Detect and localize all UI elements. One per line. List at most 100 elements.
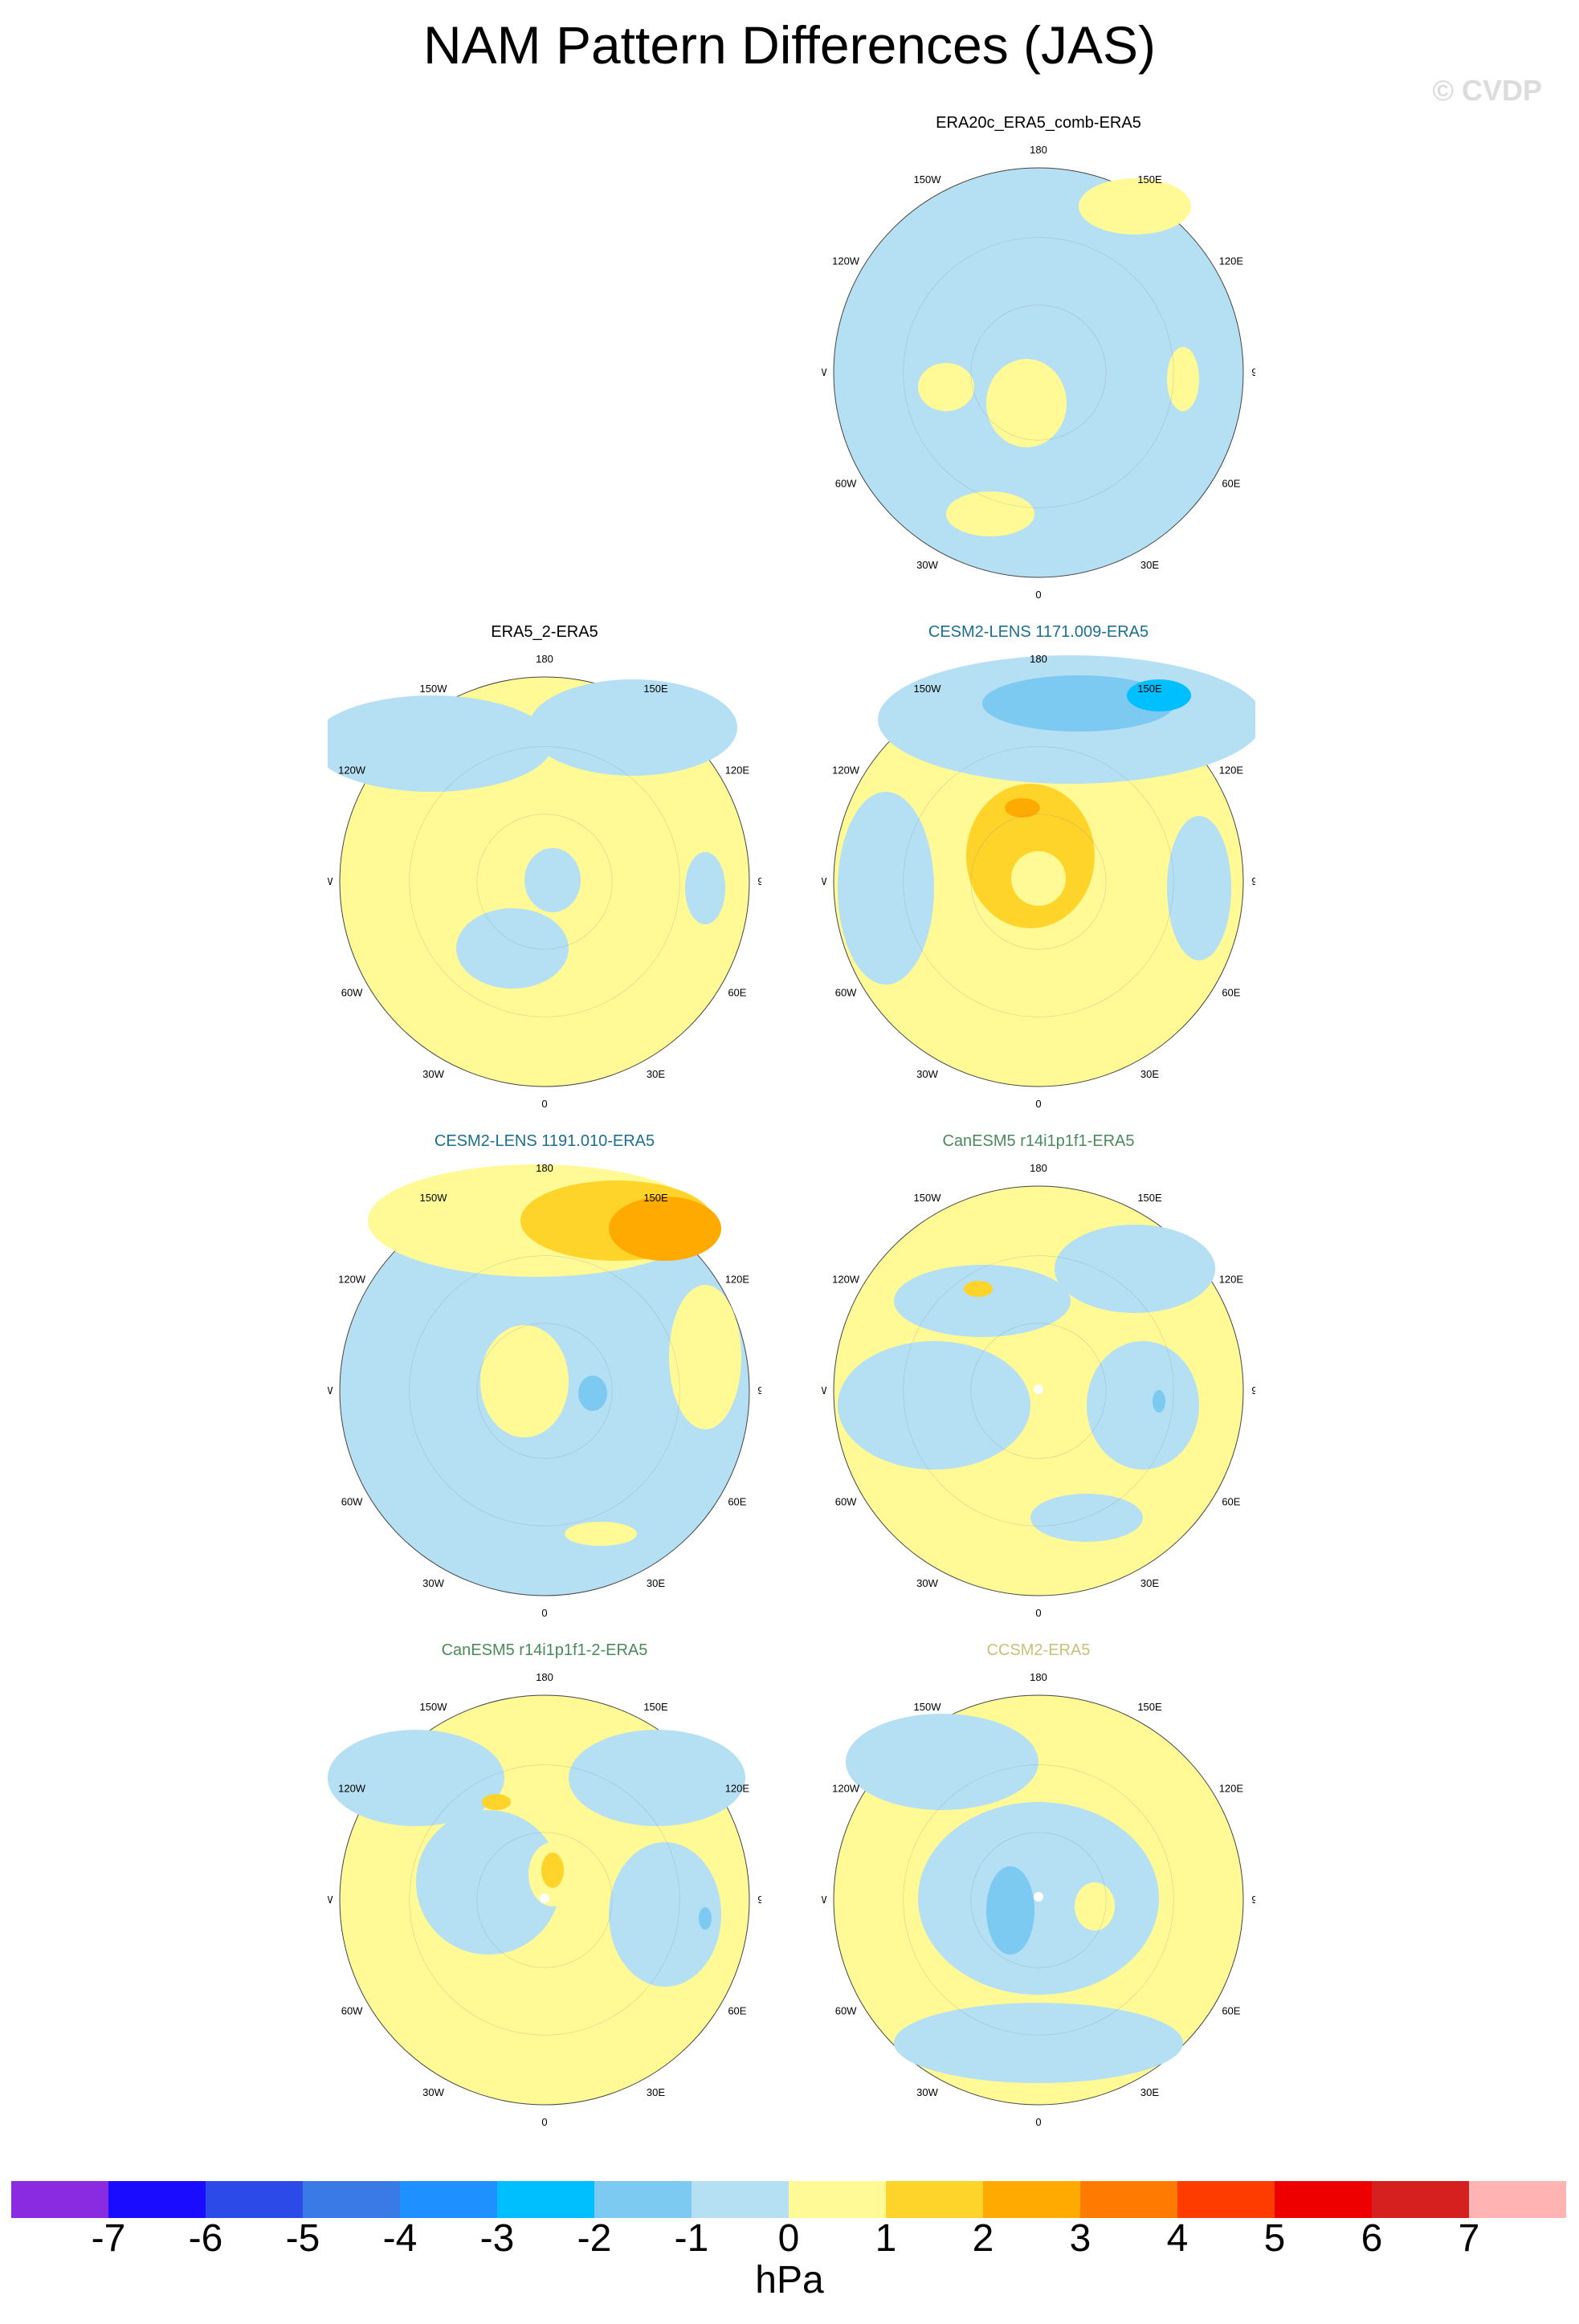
longitude-label: 60E [1222,987,1240,999]
longitude-label: 150W [914,1701,942,1713]
longitude-label: 150W [914,683,942,695]
longitude-label: 180 [536,1671,553,1683]
anomaly-areas [838,655,1255,985]
colorbar-tick-label: -2 [577,2217,612,2260]
longitude-label: 90W [328,1894,333,1906]
longitude-label: 120W [832,1274,860,1286]
anomaly-areas [368,1164,741,1546]
longitude-label: 150W [914,1192,942,1204]
longitude-label: 60W [341,987,363,999]
colorbar-tick-label: -1 [674,2217,709,2260]
polar-map: 180 150E 120E 90E 60E 30E 0 30W 60W 90W 120W 150W [328,1162,761,1619]
colorbar-box [1469,2181,1566,2218]
colorbar-box [1372,2181,1469,2218]
longitude-label: 150E [1137,173,1162,186]
longitude-label: 60E [728,2005,746,2017]
longitude-label: 90W [822,1384,827,1396]
panel-title: CCSM2-ERA5 [986,1641,1091,1659]
latitude-circle [903,746,1174,1017]
latitude-circle [903,1764,1174,2036]
latitude-circle [903,1255,1174,1527]
longitude-label: 30E [1140,1577,1159,1589]
longitude-label: 120E [1219,1783,1244,1795]
longitude-label: 0 [1035,1098,1041,1110]
latitude-circle [409,746,680,1017]
longitude-label: 150E [1137,1192,1162,1204]
panel-title: ERA20c_ERA5_comb-ERA5 [936,114,1141,132]
polar-map: 180 150E 120E 90E 60E 30E 0 30W 60W 90W 120W 150W [822,653,1255,1110]
panel-era5-2: ERA5_2-ERA5 180 150E 120E 90E 60E 30E 0 30W 60W 9… [328,623,761,1121]
colorbar-tick-label: 5 [1263,2217,1286,2260]
longitude-label: 90E [757,1384,761,1396]
panel-title: CESM2-LENS 1191.010-ERA5 [434,1132,655,1150]
negative-anomaly-areas [328,679,737,989]
colorbar-tick-label: 1 [875,2217,897,2260]
colorbar-box [594,2181,692,2218]
longitude-label: 0 [1035,589,1041,601]
longitude-label: 120E [1219,764,1244,777]
colorbar-units: hPa [755,2259,824,2302]
colorbar-tick-label: -5 [285,2217,320,2260]
panel-title: ERA5_2-ERA5 [491,623,598,641]
longitude-label: 90E [757,1894,761,1906]
positive-anomaly-areas [918,178,1199,536]
colorbar-box [11,2181,108,2218]
longitude-label: 120E [1219,255,1244,267]
panel-cesm2-1171: CESM2-LENS 1171.009-ERA5 180 150E 120E 90E 6… [822,623,1255,1121]
polar-map: 180 150E 120E 90E 60E 30E 0 30W 60W 90W 120W 150W [822,144,1255,601]
latitude-circle [970,304,1107,441]
colorbar-box [886,2181,983,2218]
colorbar-box [1275,2181,1372,2218]
latitude-circle [903,237,1174,508]
panel-title: CanESM5 r14i1p1f1-2-ERA5 [441,1641,648,1659]
panel-title: CanESM5 r14i1p1f1-ERA5 [942,1132,1135,1150]
longitude-label: 90E [1251,1894,1255,1906]
colorbar-tick-label: 3 [1069,2217,1091,2260]
panel-title: CESM2-LENS 1171.009-ERA5 [928,623,1149,641]
colorbar-box [108,2181,206,2218]
longitude-label: 0 [1035,2116,1041,2128]
colorbar-box [1177,2181,1275,2218]
polar-map: 180 150E 120E 90E 60E 30E 0 30W 60W 90W 120W 150W [328,1671,761,2128]
colorbar-tick-label: -3 [479,2217,515,2260]
longitude-label: 150W [420,1192,448,1204]
longitude-label: 60W [835,2005,857,2017]
colorbar-box [1080,2181,1177,2218]
longitude-label: 30W [916,1068,938,1080]
colorbar-tick-label: 2 [972,2217,994,2260]
longitude-label: 120E [725,1783,750,1795]
panel-era20c: ERA20c_ERA5_comb-ERA5 180 150E 120E 90E 60E 3… [822,114,1255,612]
longitude-label: 0 [541,1098,547,1110]
longitude-label: 150E [643,683,668,695]
anomaly-areas [846,1714,1183,2083]
longitude-label: 60W [835,987,857,999]
longitude-label: 60W [835,1496,857,1508]
longitude-label: 90W [328,1384,333,1396]
longitude-label: 30W [916,2086,938,2098]
panel-canesm5-r14: CanESM5 r14i1p1f1-ERA5 180 150E 120E 90E 60E… [822,1132,1255,1630]
longitude-label: 30W [422,2086,444,2098]
latitude-circle [476,1832,613,1968]
figure-title: NAM Pattern Differences (JAS) [422,15,1157,75]
longitude-label: 30E [647,1577,665,1589]
longitude-label: 30E [647,1068,665,1080]
longitude-label: 120E [725,1274,750,1286]
longitude-label: 60E [728,987,746,999]
watermark: © CVDP [1432,74,1542,107]
longitude-label: 150W [420,683,448,695]
colorbar-tick-label: 0 [777,2217,800,2260]
longitude-label: 150W [420,1701,448,1713]
longitude-label: 90W [822,366,827,378]
longitude-label: 150W [914,173,942,186]
colorbar-tick-label: -4 [382,2217,418,2260]
longitude-label: 90E [1251,875,1255,887]
latitude-circle [970,1323,1107,1459]
latitude-circle [970,813,1107,950]
colorbar-tick-label: 6 [1361,2217,1383,2260]
anomaly-areas [838,1225,1215,1542]
panel-cesm2-1191: CESM2-LENS 1191.010-ERA5 180 150E 120E 90E 6… [328,1132,761,1630]
longitude-label: 60W [835,478,857,490]
polar-map: 180 150E 120E 90E 60E 30E 0 30W 60W 90W 120W 150W [328,653,761,1110]
